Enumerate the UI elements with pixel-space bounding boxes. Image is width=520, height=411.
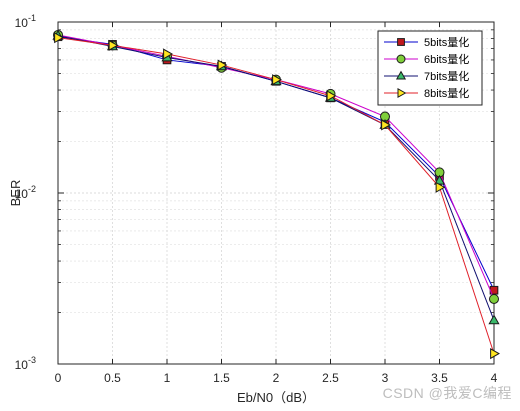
marker-triangle-right	[397, 87, 407, 99]
legend-entry: 5bits量化	[384, 35, 469, 49]
marker-triangle	[395, 70, 407, 80]
marker-triangle-right	[381, 119, 391, 131]
y-tick-label: 10-3	[15, 355, 36, 372]
marker-triangle-right	[163, 48, 173, 60]
marker-triangle-right	[54, 32, 64, 44]
marker-triangle-right	[490, 348, 500, 360]
major-grid	[58, 22, 494, 364]
y-tick-label: 10-2	[15, 184, 36, 201]
marker-triangle-right	[217, 59, 228, 71]
marker-triangle-right	[326, 90, 337, 102]
legend-label: 6bits量化	[424, 52, 469, 66]
marker-triangle-right	[272, 74, 282, 86]
legend-label: 8bits量化	[424, 86, 469, 100]
legend-label: 5bits量化	[424, 35, 469, 49]
x-axis-label: Eb/N0（dB）	[237, 390, 315, 405]
x-tick-label: 3	[382, 371, 389, 385]
marker-circle	[489, 293, 499, 304]
legend-entry: 7bits量化	[384, 69, 469, 83]
x-tick-label: 2.5	[322, 371, 339, 385]
legend-label: 7bits量化	[424, 69, 469, 83]
marker-triangle-right	[435, 181, 446, 193]
legend: 5bits量化 6bits量化 7bits量化 8bits量化	[377, 30, 483, 106]
marker-square	[397, 38, 405, 46]
series-layer	[52, 29, 500, 360]
x-tick-label: 1	[164, 371, 171, 385]
y-tick-label: 10-1	[15, 13, 36, 30]
x-axis-ticks: 0 0.5 1 1.5 2 2.5 3 3.5 4	[55, 22, 498, 385]
x-tick-label: 0.5	[104, 371, 121, 385]
marker-triangle-right	[108, 39, 119, 51]
y-axis-ticks: 10-1 10-2 10-3	[15, 13, 494, 372]
marker-triangle	[488, 314, 500, 325]
series-4	[54, 32, 500, 360]
y-axis-label: BER	[8, 180, 23, 207]
legend-entry: 6bits量化	[384, 52, 469, 66]
watermark: CSDN @我爱C编程	[382, 385, 512, 401]
x-tick-label: 4	[491, 371, 498, 385]
x-tick-label: 3.5	[431, 371, 448, 385]
legend-entry: 8bits量化	[384, 86, 469, 100]
x-tick-label: 0	[55, 371, 62, 385]
x-tick-label: 1.5	[213, 371, 230, 385]
marker-circle	[396, 54, 406, 64]
x-tick-label: 2	[273, 371, 280, 385]
